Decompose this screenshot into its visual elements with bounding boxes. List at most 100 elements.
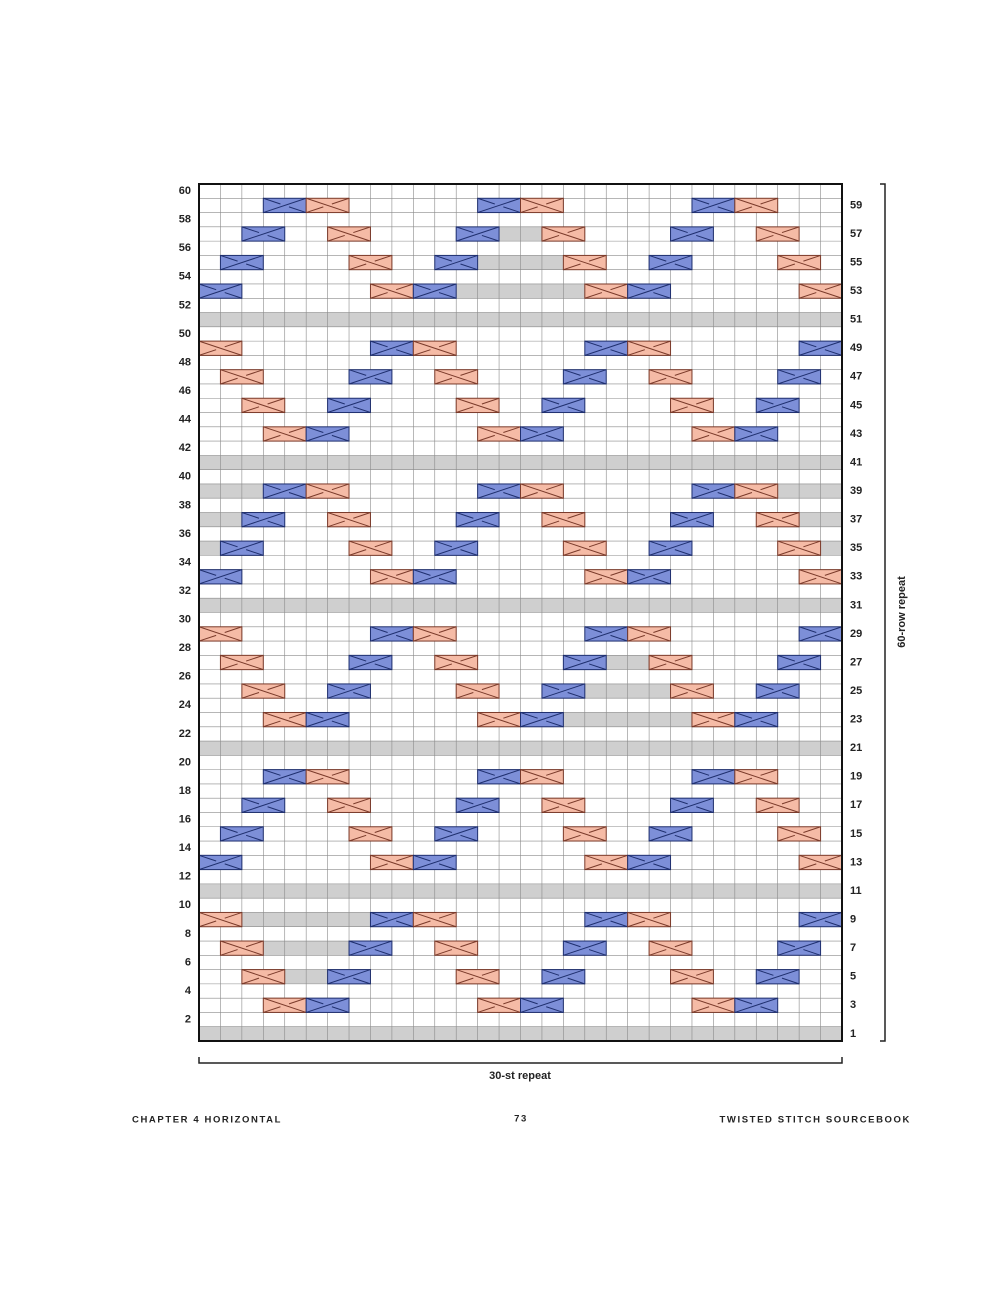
left-cross-cable (627, 340, 672, 356)
left-cross-cable (241, 683, 286, 699)
right-cross-cable (798, 340, 843, 356)
cable-stroke (477, 720, 495, 728)
cable-stroke (781, 692, 800, 699)
cable-stroke (670, 226, 714, 242)
cable-stroke (627, 569, 645, 576)
cable-stroke (413, 283, 457, 299)
left-cross-cable (305, 769, 350, 785)
gray-cell (670, 712, 692, 727)
cable-stroke (241, 512, 260, 519)
left-cross-cable (520, 483, 564, 499)
left-cross-cable (412, 340, 457, 356)
cable-stroke (520, 483, 564, 499)
cable-stroke (306, 777, 324, 785)
cable-stroke (777, 263, 796, 271)
right-cross-cable (520, 997, 564, 1013)
cable-stroke (541, 397, 560, 405)
row-number: 30 (179, 614, 191, 626)
cable-stroke (456, 969, 500, 985)
cable-stroke (670, 512, 688, 519)
gray-cell (820, 541, 842, 556)
cable-stroke (370, 863, 388, 871)
cable-stroke (353, 406, 371, 414)
left-cross-cable (670, 397, 714, 414)
right-cross-cable (777, 940, 822, 956)
cable-stroke (331, 720, 350, 728)
cable-stroke (520, 777, 538, 785)
cable-stroke (456, 397, 500, 414)
cable-stroke (691, 197, 735, 214)
right-cross-cable (455, 226, 500, 242)
gray-cell (306, 941, 328, 956)
cable-stroke (220, 663, 238, 671)
left-cross-cable (262, 711, 307, 728)
cable-stroke (563, 369, 581, 376)
footer-chapter: CHAPTER 4 HORIZONTAL (132, 1115, 282, 1126)
cable-stroke (781, 977, 800, 985)
cable-stroke (584, 569, 628, 585)
cable-stroke (756, 520, 774, 528)
row-number: 37 (850, 514, 862, 526)
stitch-bracket (198, 1057, 843, 1064)
right-cross-cable (648, 826, 693, 842)
left-cross-cable (648, 369, 693, 385)
cable-stroke (263, 434, 281, 442)
left-cross-cable (412, 626, 457, 642)
right-cross-cable (562, 369, 607, 385)
row-number: 39 (850, 485, 862, 497)
right-cross-cable (327, 683, 371, 699)
cable-stroke (434, 369, 478, 385)
cable-stroke (691, 997, 735, 1013)
cable-stroke (777, 369, 821, 385)
cable-stroke (456, 977, 474, 985)
left-cross-cable (584, 283, 629, 299)
row-number: 8 (185, 928, 191, 940)
cable-stroke (760, 434, 778, 442)
cable-stroke (396, 283, 414, 291)
right-cross-cable (477, 769, 521, 785)
row-number: 36 (179, 528, 191, 540)
cable-stroke (627, 349, 645, 356)
cable-stroke (760, 1006, 778, 1013)
cable-stroke (670, 226, 688, 234)
cable-stroke (584, 340, 603, 348)
left-cross-cable (305, 483, 350, 499)
right-cross-cable (691, 769, 736, 785)
cable-stroke (627, 340, 671, 356)
cable-stroke (348, 834, 367, 842)
left-cross-cable (219, 654, 264, 671)
cable-stroke (267, 806, 285, 813)
right-cross-cable (348, 940, 393, 956)
cable-stroke (396, 920, 414, 928)
cable-stroke (734, 426, 753, 434)
left-cross-cable (520, 197, 564, 214)
cable-stroke (288, 426, 307, 434)
cable-stroke (267, 234, 285, 242)
cable-stroke (670, 797, 714, 813)
cable-stroke (241, 397, 285, 414)
cable-stroke (353, 512, 371, 519)
row-number: 59 (850, 199, 862, 211)
cable-stroke (648, 949, 667, 956)
cable-stroke (546, 720, 564, 728)
right-cross-cable (734, 711, 779, 728)
cable-stroke (456, 692, 474, 699)
left-cross-cable (348, 826, 393, 842)
cable-stroke (717, 712, 735, 719)
right-cross-cable (477, 483, 521, 499)
left-cross-cable (584, 854, 629, 871)
cable-stroke (563, 654, 607, 671)
cable-stroke (306, 492, 324, 499)
left-cross-cable (520, 769, 564, 785)
row-number: 25 (850, 685, 862, 697)
right-cross-cable (648, 254, 693, 271)
gray-cell (199, 512, 221, 527)
row-number: 29 (850, 628, 862, 640)
row-number: 42 (179, 442, 191, 454)
cable-stroke (803, 377, 821, 385)
left-cross-cable (412, 911, 457, 928)
cable-stroke (327, 683, 371, 699)
cable-stroke (477, 483, 521, 499)
row-number: 6 (185, 956, 191, 968)
cable-stroke (648, 377, 667, 385)
